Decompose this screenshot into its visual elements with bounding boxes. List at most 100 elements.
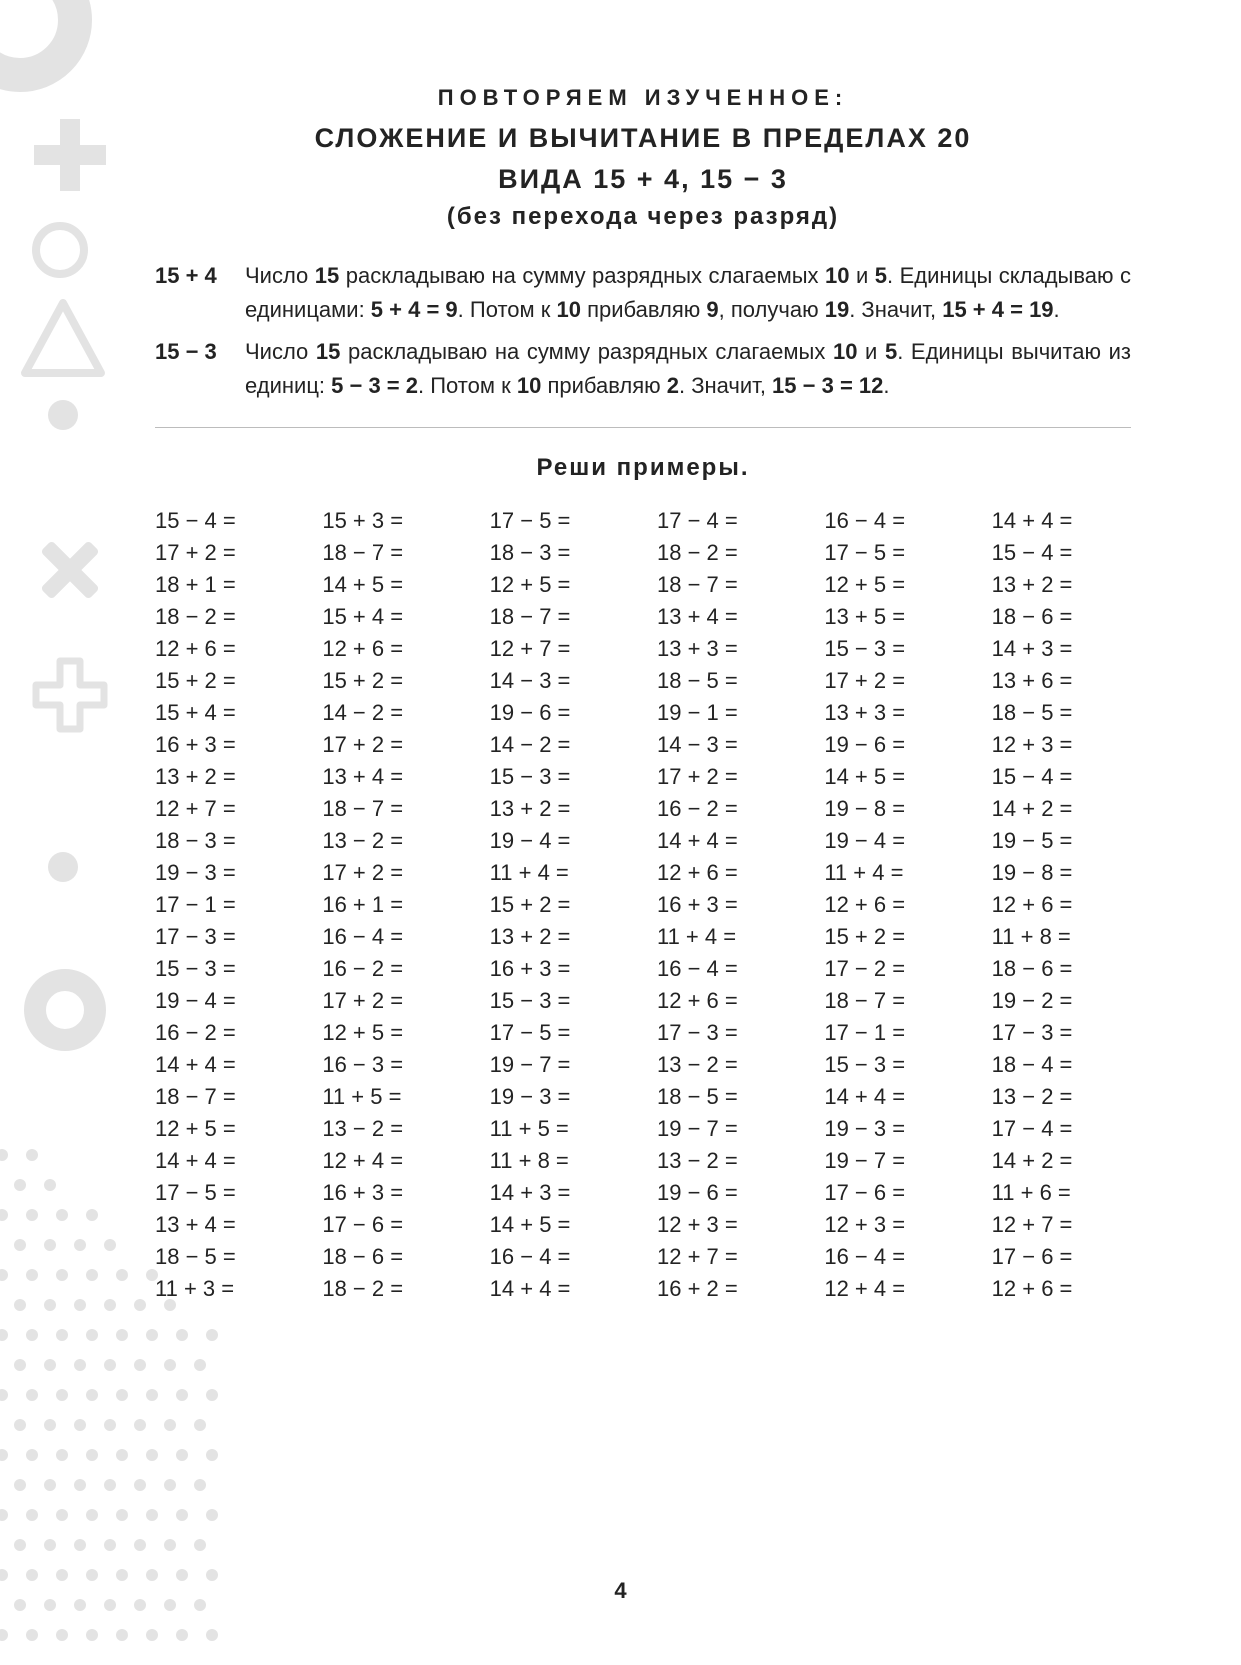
problem-cell: 14 + 4 = bbox=[490, 1276, 629, 1302]
problem-cell: 14 − 3 = bbox=[657, 732, 796, 758]
problem-cell: 12 + 7 = bbox=[992, 1212, 1131, 1238]
explanation-row: 15 + 4Число 15 раскладываю на сумму разр… bbox=[155, 259, 1131, 327]
page-title-line3: (без перехода через разряд) bbox=[155, 203, 1131, 231]
problem-cell: 15 − 3 = bbox=[155, 956, 294, 982]
problem-cell: 19 − 6 = bbox=[824, 732, 963, 758]
problem-cell: 12 + 6 = bbox=[657, 988, 796, 1014]
problem-cell: 17 − 5 = bbox=[824, 540, 963, 566]
problem-cell: 12 + 6 = bbox=[992, 1276, 1131, 1302]
problem-cell: 12 + 4 = bbox=[824, 1276, 963, 1302]
problem-cell: 13 + 3 = bbox=[657, 636, 796, 662]
problem-cell: 14 + 5 = bbox=[824, 764, 963, 790]
problem-cell: 19 − 1 = bbox=[657, 700, 796, 726]
plain-text: . bbox=[1054, 297, 1060, 322]
problem-cell: 12 + 7 = bbox=[657, 1244, 796, 1270]
problem-cell: 18 + 1 = bbox=[155, 572, 294, 598]
problem-cell: 15 − 4 = bbox=[155, 508, 294, 534]
bold-text: 2 bbox=[667, 373, 679, 398]
problem-cell: 12 + 6 = bbox=[322, 636, 461, 662]
problem-cell: 15 − 4 = bbox=[992, 540, 1131, 566]
problem-cell: 17 + 2 = bbox=[657, 764, 796, 790]
problem-cell: 15 + 2 = bbox=[824, 924, 963, 950]
problem-cell: 17 − 4 = bbox=[657, 508, 796, 534]
problem-cell: 19 − 3 = bbox=[490, 1084, 629, 1110]
problem-cell: 11 + 5 = bbox=[322, 1084, 461, 1110]
problem-cell: 18 − 2 = bbox=[657, 540, 796, 566]
problem-cell: 17 − 5 = bbox=[155, 1180, 294, 1206]
plain-text: Число bbox=[245, 339, 316, 364]
problem-cell: 16 + 2 = bbox=[657, 1276, 796, 1302]
problem-cell: 18 − 7 = bbox=[322, 796, 461, 822]
problem-cell: 13 − 2 = bbox=[657, 1052, 796, 1078]
problem-cell: 15 + 2 = bbox=[322, 668, 461, 694]
problem-cell: 12 + 5 = bbox=[322, 1020, 461, 1046]
explanation-lhs: 15 − 3 bbox=[155, 335, 245, 403]
bold-text: 15 bbox=[316, 339, 340, 364]
bold-text: 15 − 3 = 12 bbox=[772, 373, 883, 398]
problem-cell: 18 − 5 = bbox=[992, 700, 1131, 726]
plain-text: . bbox=[883, 373, 889, 398]
problems-grid: 15 − 4 =15 + 3 =17 − 5 =17 − 4 =16 − 4 =… bbox=[155, 508, 1131, 1302]
problem-cell: 17 − 6 = bbox=[992, 1244, 1131, 1270]
plain-text: прибавляю bbox=[581, 297, 706, 322]
problem-cell: 12 + 5 = bbox=[824, 572, 963, 598]
problem-cell: 15 − 3 = bbox=[824, 1052, 963, 1078]
problem-cell: 14 + 4 = bbox=[992, 508, 1131, 534]
problem-cell: 19 − 5 = bbox=[992, 828, 1131, 854]
problem-cell: 18 − 6 = bbox=[322, 1244, 461, 1270]
problem-cell: 18 − 7 = bbox=[322, 540, 461, 566]
explanation-row: 15 − 3Число 15 раскладываю на сумму разр… bbox=[155, 335, 1131, 403]
problem-cell: 18 − 7 = bbox=[657, 572, 796, 598]
problem-cell: 17 − 4 = bbox=[992, 1116, 1131, 1142]
plain-text: и bbox=[857, 339, 885, 364]
problem-cell: 14 + 3 = bbox=[490, 1180, 629, 1206]
problem-cell: 18 − 7 = bbox=[824, 988, 963, 1014]
problem-cell: 13 + 2 = bbox=[490, 796, 629, 822]
explanation-lhs: 15 + 4 bbox=[155, 259, 245, 327]
problem-cell: 12 + 5 = bbox=[490, 572, 629, 598]
problem-cell: 15 + 2 = bbox=[490, 892, 629, 918]
problem-cell: 15 + 2 = bbox=[155, 668, 294, 694]
problem-cell: 17 − 5 = bbox=[490, 1020, 629, 1046]
problem-cell: 13 + 4 = bbox=[322, 764, 461, 790]
problem-cell: 14 − 2 = bbox=[322, 700, 461, 726]
problem-cell: 17 − 3 = bbox=[155, 924, 294, 950]
problem-cell: 16 − 2 = bbox=[155, 1020, 294, 1046]
page-number: 4 bbox=[0, 1578, 1241, 1604]
problem-cell: 16 + 3 = bbox=[657, 892, 796, 918]
bold-text: 10 bbox=[556, 297, 580, 322]
bold-text: 15 bbox=[315, 263, 339, 288]
problem-cell: 11 + 4 = bbox=[657, 924, 796, 950]
problem-cell: 17 − 1 = bbox=[155, 892, 294, 918]
problem-cell: 18 − 5 = bbox=[657, 668, 796, 694]
problem-cell: 19 − 6 = bbox=[490, 700, 629, 726]
problem-cell: 16 + 1 = bbox=[322, 892, 461, 918]
problem-cell: 16 − 4 = bbox=[657, 956, 796, 982]
problem-cell: 11 + 4 = bbox=[824, 860, 963, 886]
problem-cell: 19 − 8 = bbox=[992, 860, 1131, 886]
problem-cell: 18 − 5 = bbox=[155, 1244, 294, 1270]
problem-cell: 12 + 3 = bbox=[992, 732, 1131, 758]
problem-cell: 15 + 4 = bbox=[155, 700, 294, 726]
problem-cell: 17 + 2 = bbox=[322, 732, 461, 758]
problem-cell: 15 + 4 = bbox=[322, 604, 461, 630]
plain-text: прибавляю bbox=[541, 373, 666, 398]
explanation-text: Число 15 раскладываю на сумму разрядных … bbox=[245, 259, 1131, 327]
problem-cell: 14 − 3 = bbox=[490, 668, 629, 694]
problem-cell: 18 − 5 = bbox=[657, 1084, 796, 1110]
problem-cell: 14 − 2 = bbox=[490, 732, 629, 758]
problem-cell: 17 − 6 = bbox=[824, 1180, 963, 1206]
problem-cell: 19 − 4 = bbox=[824, 828, 963, 854]
problem-cell: 13 − 2 = bbox=[322, 828, 461, 854]
plain-text: . Значит, bbox=[679, 373, 772, 398]
problem-cell: 18 − 4 = bbox=[992, 1052, 1131, 1078]
problem-cell: 16 − 4 = bbox=[490, 1244, 629, 1270]
problem-cell: 18 − 7 = bbox=[490, 604, 629, 630]
problem-cell: 17 − 1 = bbox=[824, 1020, 963, 1046]
page-supertitle: ПОВТОРЯЕМ ИЗУЧЕННОЕ: bbox=[155, 85, 1131, 111]
problem-cell: 12 + 3 = bbox=[657, 1212, 796, 1238]
problem-cell: 19 − 7 = bbox=[824, 1148, 963, 1174]
problem-cell: 18 − 7 = bbox=[155, 1084, 294, 1110]
problem-cell: 16 − 4 = bbox=[322, 924, 461, 950]
problem-cell: 14 + 4 = bbox=[657, 828, 796, 854]
